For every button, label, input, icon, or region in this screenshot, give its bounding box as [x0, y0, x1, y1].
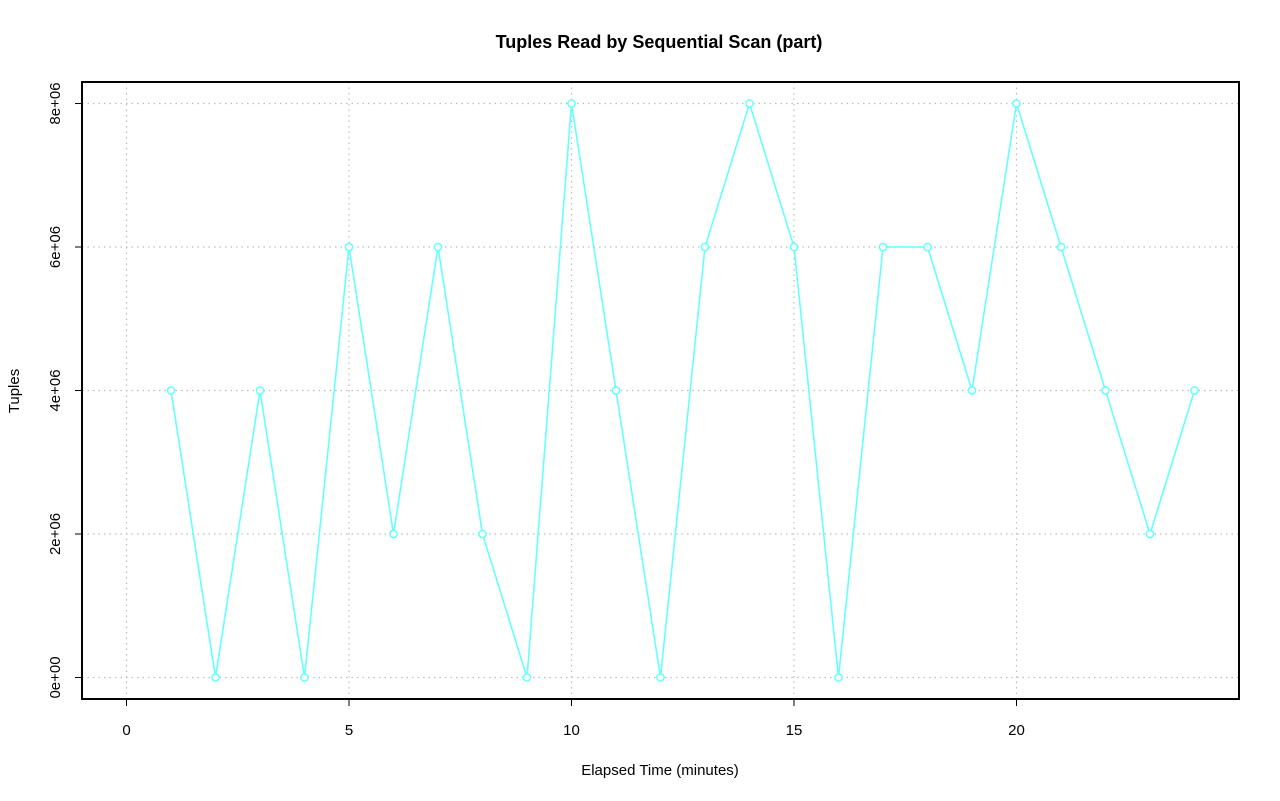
data-point-18 — [967, 386, 977, 395]
y-tick-label-1: 2e+06 — [47, 513, 64, 555]
axes: 0 5 10 15 20 0e+00 2e+06 4e+06 6e+06 8e+06 — [47, 82, 1025, 739]
data-point-11 — [656, 673, 665, 682]
data-point-1 — [211, 673, 220, 682]
data-point-14 — [789, 242, 799, 252]
y-tick-label-3: 6e+06 — [47, 226, 64, 268]
data-point-4 — [344, 242, 354, 252]
y-axis-label: Tuples — [6, 369, 23, 413]
data-series — [166, 99, 1199, 682]
chart-title: Tuples Read by Sequential Scan (part) — [496, 32, 823, 52]
x-tick-label-2: 10 — [563, 722, 580, 739]
plot-area-border — [81, 81, 1240, 700]
data-point-6 — [433, 242, 443, 252]
data-point-12 — [700, 242, 710, 252]
x-tick-label-4: 20 — [1008, 722, 1025, 739]
data-point-10 — [611, 386, 621, 395]
data-point-23 — [1190, 386, 1199, 395]
data-point-2 — [255, 386, 265, 395]
data-point-5 — [389, 529, 398, 539]
data-point-8 — [522, 673, 532, 682]
data-point-13 — [745, 99, 754, 108]
x-tick-label-0: 0 — [122, 722, 130, 739]
data-point-17 — [923, 242, 932, 252]
data-point-9 — [567, 99, 576, 108]
series-line-0 — [170, 100, 1196, 678]
data-point-20 — [1056, 242, 1066, 252]
x-tick-label-1: 5 — [345, 722, 353, 739]
data-point-21 — [1101, 386, 1110, 395]
data-point-3 — [300, 673, 309, 682]
x-tick-label-3: 15 — [786, 722, 803, 739]
data-point-0 — [166, 386, 176, 395]
y-tick-label-4: 8e+06 — [47, 82, 64, 124]
data-point-7 — [478, 529, 487, 539]
data-point-16 — [878, 242, 888, 252]
y-tick-label-0: 0e+00 — [47, 656, 64, 698]
data-point-22 — [1145, 529, 1155, 539]
data-point-19 — [1012, 99, 1021, 108]
x-axis-label: Elapsed Time (minutes) — [581, 762, 739, 779]
data-point-15 — [834, 673, 843, 682]
y-tick-label-2: 4e+06 — [47, 369, 64, 411]
grid-lines — [82, 82, 1239, 699]
